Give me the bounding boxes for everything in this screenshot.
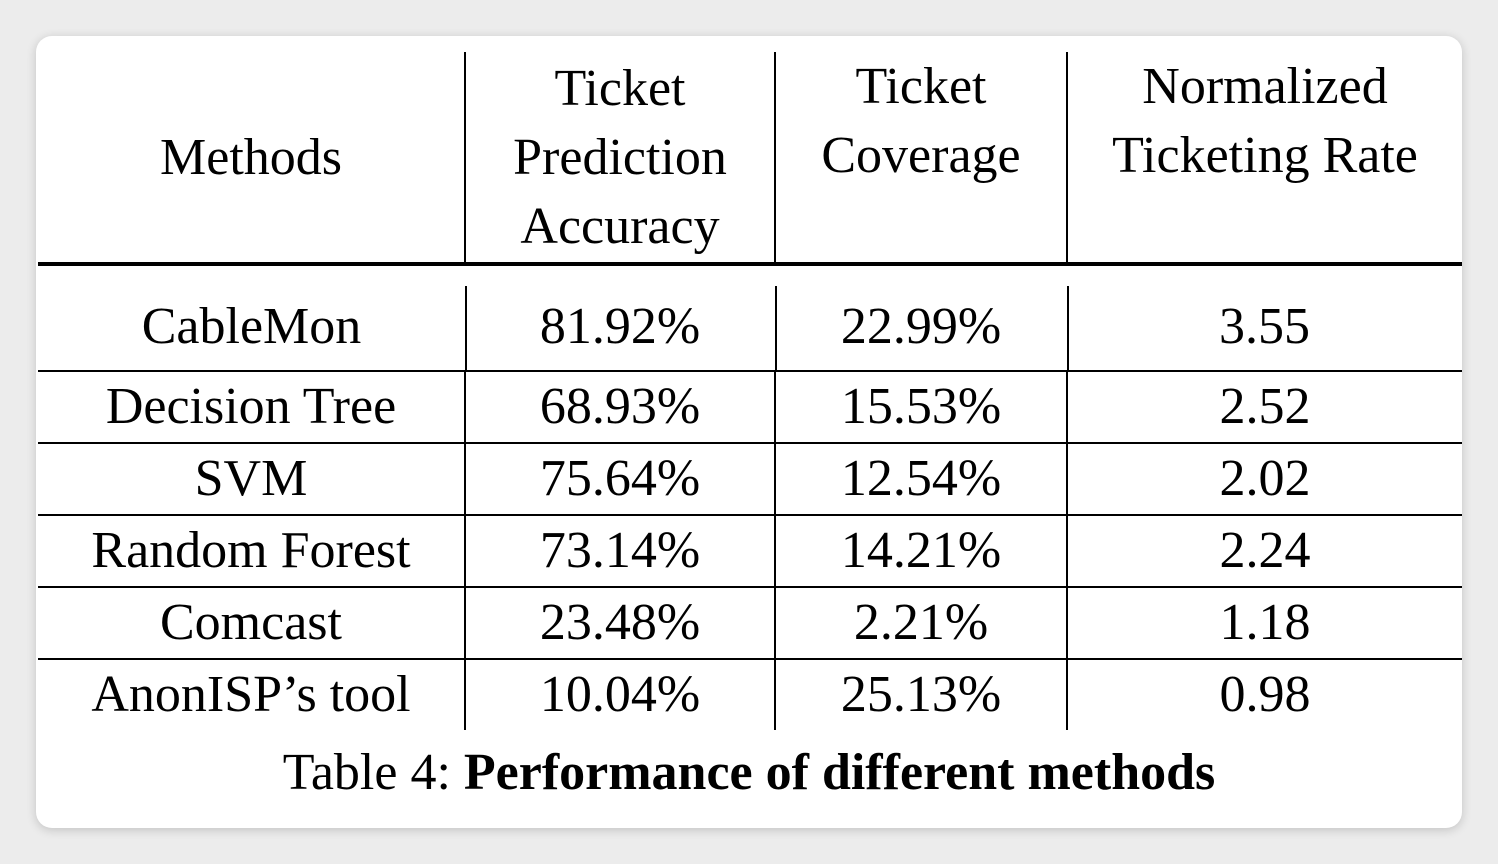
table-row: CableMon 81.92% 22.99% 3.55 <box>38 264 1462 371</box>
rate-cell: 1.18 <box>1066 586 1462 659</box>
coverage-cell: 2.21% <box>774 586 1067 659</box>
header-normalized-ticketing-rate: Normalized Ticketing Rate <box>1066 52 1462 266</box>
rate-cell: 0.98 <box>1066 658 1462 730</box>
header-ticket-coverage: Ticket Coverage <box>774 52 1067 266</box>
table-row: AnonISP’s tool 10.04% 25.13% 0.98 <box>38 658 1462 730</box>
header-ticket-prediction-accuracy: Ticket Prediction Accuracy <box>464 52 775 266</box>
rate-cell: 2.02 <box>1066 442 1462 515</box>
method-cell: Comcast <box>38 586 465 659</box>
header-methods: Methods <box>38 52 465 266</box>
table-row: Random Forest 73.14% 14.21% 2.24 <box>38 514 1462 587</box>
accuracy-cell: 75.64% <box>464 442 775 515</box>
method-cell: CableMon <box>141 298 362 355</box>
rate-cell: 2.24 <box>1066 514 1462 587</box>
rate-cell: 3.55 <box>1067 264 1462 371</box>
caption-title: Performance of different methods <box>463 744 1216 801</box>
header-row: Methods Ticket Prediction Accuracy Ticke… <box>38 52 1462 266</box>
table-row: Decision Tree 68.93% 15.53% 2.52 <box>38 370 1462 443</box>
coverage-cell: 25.13% <box>774 658 1067 730</box>
paper-table-card: Methods Ticket Prediction Accuracy Ticke… <box>36 36 1462 828</box>
accuracy-cell: 10.04% <box>464 658 775 730</box>
caption-prefix: Table 4: <box>282 744 464 801</box>
method-cell: AnonISP’s tool <box>38 658 465 730</box>
coverage-cell: 15.53% <box>774 370 1067 443</box>
rate-cell: 2.52 <box>1066 370 1462 443</box>
method-cell: SVM <box>38 442 465 515</box>
accuracy-cell: 81.92% <box>465 264 775 371</box>
accuracy-cell: 23.48% <box>464 586 775 659</box>
coverage-cell: 22.99% <box>775 264 1067 371</box>
method-cell: Random Forest <box>38 514 465 587</box>
method-cell: Decision Tree <box>38 370 465 443</box>
performance-table: Methods Ticket Prediction Accuracy Ticke… <box>38 52 1462 730</box>
table-row: SVM 75.64% 12.54% 2.02 <box>38 442 1462 515</box>
table-caption: Table 4: Performance of different method… <box>36 738 1462 808</box>
accuracy-cell: 68.93% <box>464 370 775 443</box>
coverage-cell: 12.54% <box>774 442 1067 515</box>
coverage-cell: 14.21% <box>774 514 1067 587</box>
table-row: Comcast 23.48% 2.21% 1.18 <box>38 586 1462 659</box>
accuracy-cell: 73.14% <box>464 514 775 587</box>
